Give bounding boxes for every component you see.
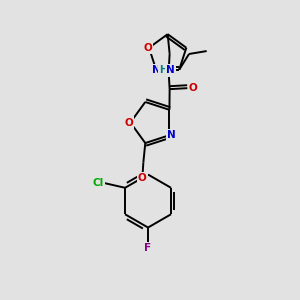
Text: F: F [145, 243, 152, 253]
Text: N: N [166, 65, 175, 76]
Text: O: O [138, 173, 147, 183]
Text: O: O [144, 43, 152, 53]
Text: N: N [152, 65, 161, 75]
Text: Cl: Cl [93, 178, 104, 188]
Text: O: O [189, 83, 198, 93]
Text: O: O [124, 118, 133, 128]
Text: H: H [159, 65, 167, 76]
Text: N: N [167, 130, 176, 140]
